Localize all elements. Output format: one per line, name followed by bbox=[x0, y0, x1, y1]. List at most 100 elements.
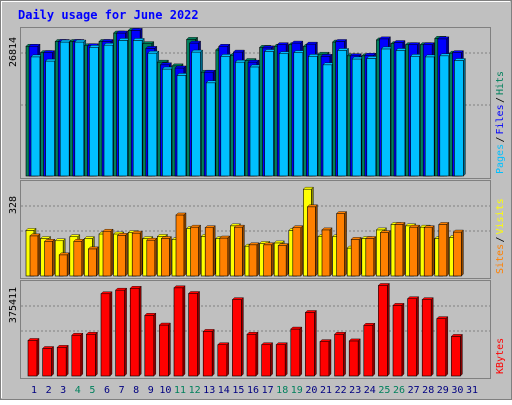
bar-sites-day-30 bbox=[452, 229, 464, 277]
bar-kbytes-day-2 bbox=[42, 346, 55, 377]
bar-pages-day-10-face bbox=[162, 68, 172, 177]
chart-marks bbox=[21, 27, 490, 377]
bar-kbytes-day-13-face bbox=[202, 331, 213, 377]
bar-sites-day-11-face bbox=[175, 214, 185, 277]
bar-pages-day-7-face bbox=[118, 40, 128, 177]
bar-kbytes-day-6-face bbox=[100, 293, 111, 377]
bar-sites-day-27-side bbox=[417, 224, 420, 277]
bar-sites-day-4-face bbox=[73, 240, 83, 277]
bar-pages-day-30-side bbox=[463, 58, 466, 177]
x-tick-label-day-21: 21 bbox=[320, 385, 332, 396]
bar-sites-day-25-side bbox=[388, 230, 391, 277]
x-tick-label-day-26: 26 bbox=[393, 385, 405, 396]
bar-sites-day-3-side bbox=[66, 252, 70, 277]
bar-kbytes-day-13-side bbox=[211, 328, 215, 377]
legend-pages: Pages bbox=[495, 144, 506, 174]
x-tick-label-day-30: 30 bbox=[451, 385, 463, 396]
bar-kbytes-day-20-side bbox=[314, 309, 317, 377]
x-tick-label-day-15: 15 bbox=[232, 385, 244, 396]
bar-sites-day-4-side bbox=[81, 238, 85, 277]
bar-kbytes-day-3-face bbox=[56, 347, 67, 377]
bar-kbytes-day-1-face bbox=[27, 340, 38, 377]
bar-kbytes-day-26-face bbox=[392, 305, 403, 377]
bar-pages-day-2-face bbox=[45, 60, 55, 177]
bar-sites-day-18 bbox=[277, 243, 289, 277]
bar-kbytes-day-15-face bbox=[232, 299, 242, 377]
bar-sites-day-13-face bbox=[204, 227, 214, 277]
bar-sites-day-16-side bbox=[256, 242, 260, 277]
bar-pages-day-21-face bbox=[322, 64, 333, 177]
bar-kbytes-day-25 bbox=[377, 282, 390, 377]
bar-sites-day-10 bbox=[160, 236, 172, 277]
bar-kbytes-day-5-face bbox=[86, 333, 96, 377]
legend-separator-0: / bbox=[495, 136, 506, 142]
bar-kbytes-day-19 bbox=[290, 326, 303, 377]
x-tick-label-day-19: 19 bbox=[291, 385, 303, 396]
bar-sites-day-23-face bbox=[350, 239, 360, 277]
panel-kbytes-frame bbox=[20, 280, 491, 379]
bar-sites-day-29-side bbox=[446, 221, 449, 277]
bar-kbytes-day-20-face bbox=[305, 312, 315, 377]
bar-kbytes-day-28-side bbox=[431, 297, 434, 377]
bar-kbytes-day-27 bbox=[407, 296, 420, 377]
bar-sites-day-23 bbox=[350, 236, 362, 277]
bar-kbytes-day-17-side bbox=[270, 342, 273, 377]
bar-pages-day-1-face bbox=[30, 56, 41, 177]
bar-sites-day-3-face bbox=[58, 254, 68, 277]
bar-kbytes-day-18-side bbox=[285, 342, 288, 377]
bar-pages-day-20-face bbox=[308, 56, 318, 177]
bar-sites-day-27 bbox=[409, 224, 421, 277]
bar-kbytes-day-2-face bbox=[42, 348, 52, 377]
bar-kbytes-day-6 bbox=[100, 291, 113, 377]
bar-pages-day-28-face bbox=[424, 56, 435, 177]
chart-labels: 26814Pages/Files/Hits328Sites/Visits3754… bbox=[8, 37, 506, 396]
bar-kbytes-day-17-face bbox=[261, 344, 271, 377]
bar-kbytes-day-7 bbox=[115, 287, 128, 377]
bar-kbytes-day-5 bbox=[85, 331, 98, 377]
bar-sites-day-15-face bbox=[234, 226, 243, 277]
bar-sites-day-25 bbox=[379, 230, 391, 277]
bar-kbytes-day-13 bbox=[202, 328, 215, 377]
bar-sites-day-22-face bbox=[336, 213, 345, 277]
bar-sites-day-18-face bbox=[277, 245, 287, 277]
bar-sites-day-24-face bbox=[365, 238, 375, 277]
bar-kbytes-day-23-side bbox=[358, 338, 361, 377]
bar-pages-day-24-face bbox=[366, 58, 377, 177]
bar-sites-day-7 bbox=[117, 232, 129, 277]
bar-sites-day-22-side bbox=[344, 211, 347, 277]
x-tick-label-day-2: 2 bbox=[46, 385, 52, 396]
bar-sites-day-8 bbox=[131, 230, 143, 277]
bar-kbytes-day-15 bbox=[231, 297, 244, 377]
bar-sites-day-30-face bbox=[453, 231, 462, 277]
bar-sites-day-27-face bbox=[409, 226, 418, 277]
bar-sites-day-20-side bbox=[315, 204, 318, 277]
bar-kbytes-day-14-face bbox=[217, 344, 228, 377]
panel-hits-files-pages-frame bbox=[20, 27, 491, 179]
bar-kbytes-day-19-face bbox=[290, 328, 301, 377]
x-tick-label-day-16: 16 bbox=[247, 385, 259, 396]
bar-kbytes-day-30-side bbox=[460, 333, 463, 377]
bar-kbytes-day-21-side bbox=[328, 339, 332, 377]
bar-sites-day-4 bbox=[73, 238, 85, 277]
bar-sites-day-10-side bbox=[169, 236, 172, 277]
bar-pages-day-29-face bbox=[439, 55, 450, 177]
bar-kbytes-day-17 bbox=[261, 342, 274, 377]
legend-hits: Hits bbox=[495, 71, 506, 95]
bar-kbytes-day-29-face bbox=[436, 318, 447, 377]
bar-kbytes-day-4 bbox=[71, 332, 84, 377]
bar-sites-day-14-side bbox=[227, 235, 231, 277]
bar-pages-day-26-face bbox=[395, 50, 406, 177]
x-tick-label-day-3: 3 bbox=[60, 385, 66, 396]
bar-kbytes-day-20 bbox=[304, 309, 317, 377]
bar-sites-day-24-side bbox=[373, 236, 376, 277]
bar-pages-day-23-face bbox=[351, 58, 362, 177]
x-tick-label-day-4: 4 bbox=[75, 385, 81, 396]
x-tick-label-day-18: 18 bbox=[276, 385, 288, 396]
bar-kbytes-day-30-face bbox=[451, 336, 461, 377]
bar-sites-day-19-side bbox=[300, 225, 303, 277]
legend-sites: Sites bbox=[495, 244, 506, 274]
bar-pages-day-15-face bbox=[235, 61, 245, 177]
bar-sites-day-10-face bbox=[161, 238, 170, 277]
bar-sites-day-14 bbox=[219, 235, 231, 277]
